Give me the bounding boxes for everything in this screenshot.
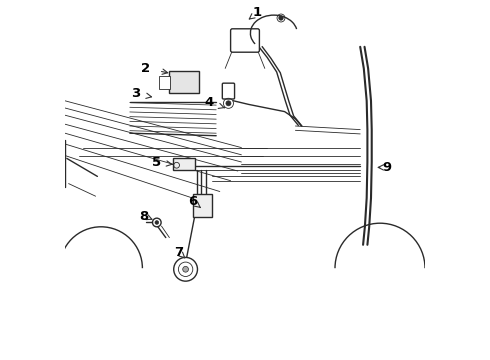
Circle shape <box>183 266 189 272</box>
Circle shape <box>226 101 231 106</box>
FancyBboxPatch shape <box>173 158 196 170</box>
FancyBboxPatch shape <box>159 76 170 89</box>
FancyBboxPatch shape <box>170 71 199 93</box>
FancyBboxPatch shape <box>231 29 259 52</box>
Text: 1: 1 <box>249 6 262 19</box>
Text: 8: 8 <box>140 210 152 222</box>
Text: 7: 7 <box>174 246 185 258</box>
FancyBboxPatch shape <box>222 83 235 99</box>
Text: 4: 4 <box>204 96 224 109</box>
Text: 9: 9 <box>378 161 392 174</box>
FancyBboxPatch shape <box>193 194 212 217</box>
Circle shape <box>155 221 159 224</box>
Text: 5: 5 <box>152 156 172 168</box>
Text: 6: 6 <box>188 195 200 208</box>
Circle shape <box>279 16 283 20</box>
Text: 2: 2 <box>142 62 168 75</box>
Text: 3: 3 <box>130 87 151 100</box>
